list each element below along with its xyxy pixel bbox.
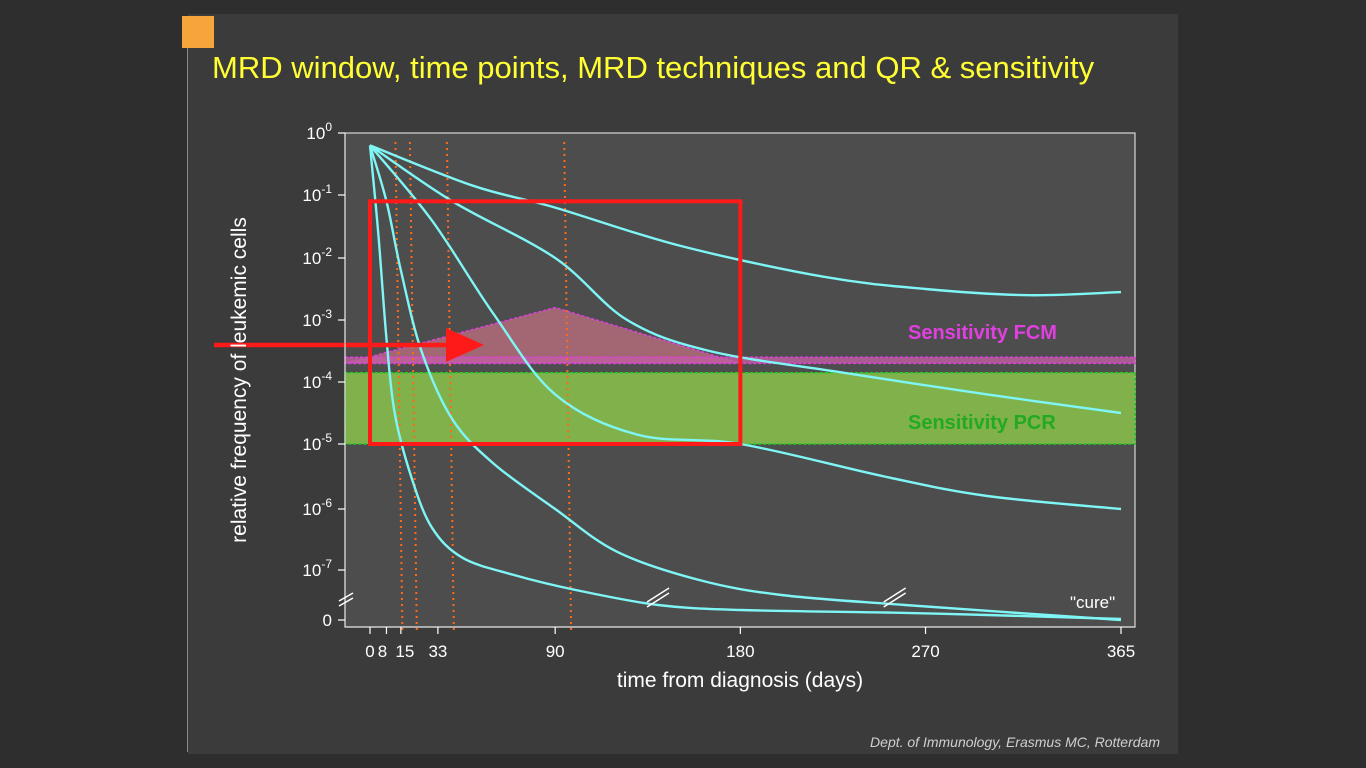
curve-break-2b	[883, 592, 907, 608]
y-tick-label-5: 10-5	[302, 431, 332, 454]
curve-4	[368, 145, 1122, 622]
y-tick-label-6: 10-6	[302, 496, 332, 519]
credit-text: Dept. of Immunology, Erasmus MC, Rotterd…	[870, 734, 1160, 750]
timepoint-line-day-8	[394, 141, 404, 635]
y-axis-break-1	[338, 592, 354, 602]
y-axis-break-2	[338, 597, 354, 607]
orange-square-bullet	[182, 16, 214, 48]
x-tick-label-270: 270	[911, 642, 939, 661]
y-axis-label: relative frequency of leukemic cells	[228, 217, 251, 543]
x-tick-label-8: 8	[378, 642, 387, 661]
timepoint-line-day-90	[563, 141, 573, 635]
timepoint-line-day-33	[445, 141, 455, 635]
timepoint-line-day-15	[408, 141, 418, 635]
y-tick-label-0: 100	[306, 120, 332, 143]
y-tick-label-zero: 0	[323, 611, 332, 630]
x-axis-label: time from diagnosis (days)	[617, 669, 863, 692]
x-tick-label-0: 0	[365, 642, 374, 661]
x-tick-label-33: 33	[428, 642, 447, 661]
curve-2	[369, 144, 1122, 415]
pcr-label: Sensitivity PCR	[908, 412, 1056, 434]
curve-break-1a	[646, 587, 670, 603]
y-tick-label-3: 10-3	[302, 307, 332, 330]
curve-5	[368, 145, 1122, 621]
x-tick-label-180: 180	[726, 642, 754, 661]
curve-1	[369, 144, 1122, 297]
mrd-window-box	[368, 199, 743, 446]
y-tick-label-1: 10-1	[302, 182, 332, 205]
fcm-sensitivity-triangle	[344, 306, 741, 365]
x-tick-label-90: 90	[546, 642, 565, 661]
cure-label: "cure"	[1070, 593, 1115, 612]
x-tick-label-15: 15	[395, 642, 414, 661]
y-tick-label-4: 10-4	[302, 369, 332, 392]
y-tick-label-2: 10-2	[302, 245, 332, 268]
red-arrow-head	[446, 328, 484, 362]
x-tick-label-365: 365	[1107, 642, 1135, 661]
curve-3	[369, 144, 1122, 511]
slide-title: MRD window, time points, MRD techniques …	[212, 50, 1095, 85]
slide-edge-line	[187, 40, 188, 752]
curve-break-2a	[883, 587, 907, 603]
fcm-label: Sensitivity FCM	[908, 322, 1057, 344]
y-tick-label-7: 10-7	[302, 557, 332, 580]
curve-break-1b	[646, 592, 670, 608]
